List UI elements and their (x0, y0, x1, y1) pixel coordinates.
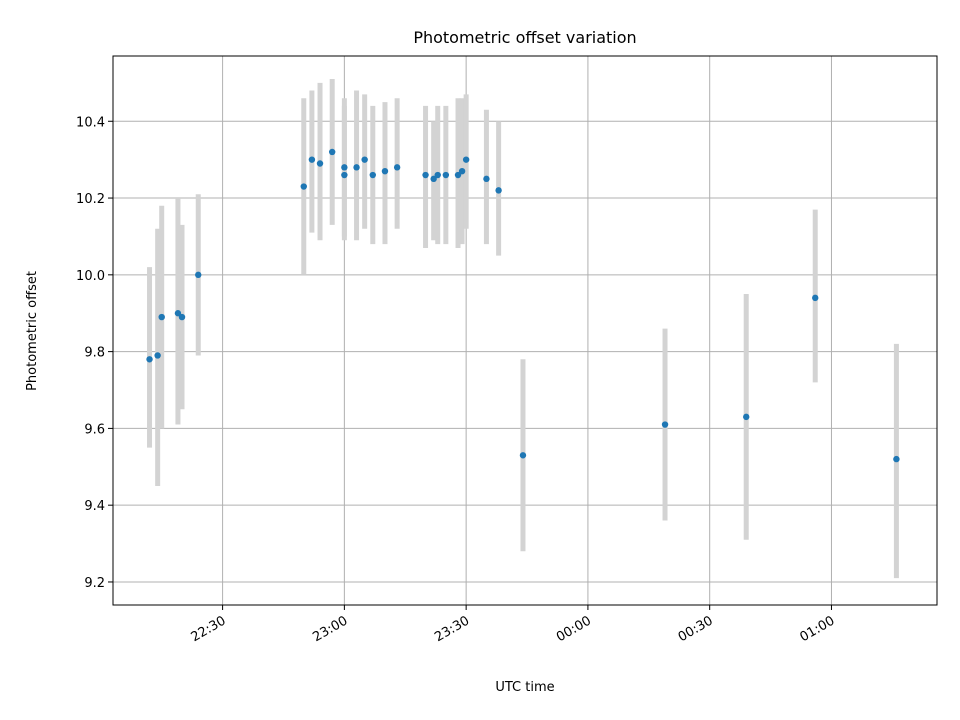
data-point (434, 171, 441, 179)
data-point (195, 271, 202, 279)
data-point (174, 310, 182, 317)
data-point (146, 356, 153, 363)
data-point (381, 167, 389, 175)
data-point (458, 167, 466, 175)
x-tick-label: 00:30 (676, 613, 716, 645)
y-tick-label: 9.6 (84, 422, 105, 437)
data-point (393, 164, 401, 171)
chart-title: Photometric offset variation (413, 28, 636, 47)
point-layer (146, 148, 900, 463)
x-tick-label: 23:00 (310, 613, 350, 645)
x-tick-label: 23:30 (432, 613, 472, 645)
data-point (361, 156, 368, 163)
data-point (154, 352, 161, 359)
x-axis-label: UTC time (495, 680, 554, 695)
y-tick-label: 10.4 (76, 115, 105, 130)
data-point (300, 183, 307, 190)
data-point (483, 175, 490, 183)
x-tick-label: 00:00 (554, 613, 594, 645)
x-tick-label: 22:30 (189, 613, 229, 645)
y-tick-label: 9.8 (84, 346, 105, 361)
data-point (430, 175, 437, 183)
data-point (743, 413, 750, 421)
data-point (893, 455, 900, 463)
data-point (341, 164, 348, 171)
data-point (442, 171, 450, 179)
data-point (308, 156, 316, 163)
data-point (519, 452, 527, 459)
data-point (341, 171, 348, 179)
data-point (328, 148, 336, 156)
data-point (661, 421, 669, 428)
data-point (316, 160, 324, 167)
data-point (353, 164, 360, 171)
data-point (495, 187, 502, 194)
data-point (454, 171, 462, 179)
data-point (812, 294, 819, 302)
data-point (422, 171, 429, 179)
data-point (178, 313, 186, 321)
errorbar-layer (147, 79, 899, 579)
plot-frame (112, 55, 938, 606)
y-tick-label: 9.2 (84, 576, 105, 591)
y-tick-label: 9.4 (84, 499, 105, 514)
data-point (462, 156, 470, 163)
data-point (158, 313, 165, 321)
data-point (369, 171, 376, 179)
x-tick-label: 01:00 (798, 613, 838, 645)
y-axis-label: Photometric offset (25, 271, 40, 391)
y-tick-label: 10.0 (76, 269, 105, 284)
y-tick-label: 10.2 (76, 192, 105, 207)
